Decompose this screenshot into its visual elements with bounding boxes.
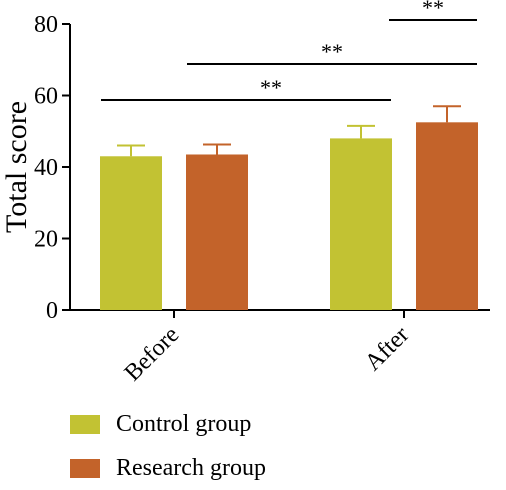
- significance-label: **: [422, 0, 444, 20]
- bars: [100, 105, 478, 310]
- significance-label: **: [260, 75, 282, 100]
- legend-item-research: Research group: [70, 446, 266, 490]
- legend-item-control: Control group: [70, 402, 266, 446]
- x-tick-label: After: [360, 322, 414, 376]
- y-tick-label: 0: [46, 298, 58, 324]
- bar-after-control: [330, 138, 392, 310]
- y-axis-label: Total score: [0, 101, 33, 233]
- significance-brackets: ** ** **: [101, 0, 477, 101]
- y-tick-label: 40: [34, 155, 58, 181]
- legend: Control group Research group: [70, 402, 266, 490]
- legend-label-control: Control group: [116, 410, 252, 437]
- significance-label: **: [321, 39, 343, 64]
- y-tick-label: 80: [34, 12, 58, 38]
- x-tick-label: Before: [120, 322, 185, 387]
- legend-swatch-control: [70, 414, 100, 434]
- y-tick-label: 20: [34, 227, 58, 253]
- bar-before-research: [186, 154, 248, 310]
- legend-label-research: Research group: [116, 454, 266, 481]
- bar-after-research: [416, 122, 478, 310]
- bar-before-control: [100, 156, 162, 310]
- y-tick-label: 60: [34, 84, 58, 110]
- legend-swatch-research: [70, 458, 100, 478]
